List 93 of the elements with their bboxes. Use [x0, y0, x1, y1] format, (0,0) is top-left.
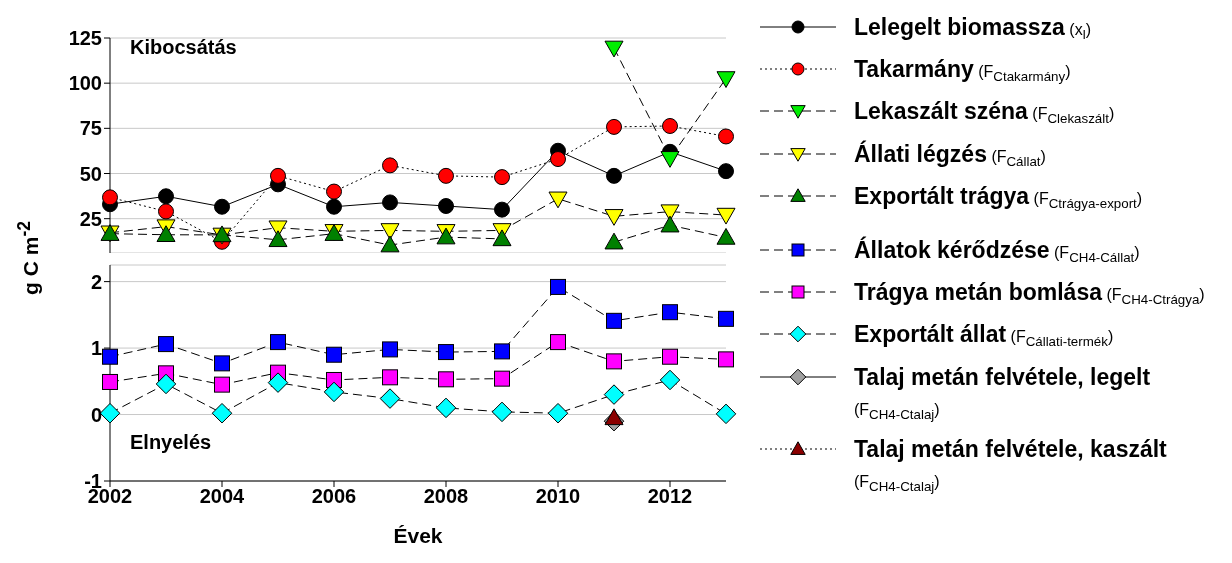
point	[380, 223, 400, 240]
point	[548, 191, 568, 209]
point	[604, 40, 624, 58]
x-axis-title: Évek	[393, 524, 443, 547]
y-tick-label: 75	[79, 117, 102, 140]
point	[270, 334, 286, 351]
point	[718, 128, 734, 145]
point	[604, 408, 624, 426]
y-tick-label: 50	[79, 162, 102, 185]
point	[156, 225, 176, 242]
y-tick-label: 125	[68, 27, 102, 50]
point	[492, 229, 512, 247]
annotation: Kibocsátás	[130, 36, 237, 58]
point	[435, 397, 457, 419]
point	[323, 381, 345, 403]
x-tick-label: 2006	[311, 485, 357, 508]
point	[436, 227, 456, 245]
y-tick-label: 0	[90, 403, 102, 426]
point	[102, 348, 118, 365]
x-tick-label: 2012	[647, 485, 693, 508]
x-tick-label: 2004	[199, 485, 246, 508]
point	[270, 167, 286, 184]
point	[438, 344, 454, 361]
point	[662, 348, 678, 365]
point	[606, 167, 622, 184]
point	[550, 334, 566, 351]
legend-label: Lelegelt biomassza (x$_{l}$)	[854, 14, 1091, 43]
point	[438, 167, 454, 184]
point	[214, 376, 230, 393]
point	[268, 230, 288, 248]
point	[494, 201, 510, 218]
point	[155, 373, 177, 395]
legend-label: Exportált trágya (F$_{Ctrágya-export}$)	[854, 182, 1143, 211]
point	[102, 373, 118, 390]
legend-label: Állatok kérődzése (F$_{CH4-Cállat}$)	[854, 237, 1140, 266]
point	[438, 371, 454, 388]
point	[604, 232, 624, 250]
point	[382, 369, 398, 386]
y-tick-label: 25	[79, 207, 102, 230]
point	[380, 235, 400, 253]
point	[382, 341, 398, 358]
point	[494, 343, 510, 360]
point	[326, 183, 342, 200]
point	[662, 117, 678, 134]
x-tick-label: 2010	[535, 485, 581, 508]
point	[158, 336, 174, 353]
point	[382, 194, 398, 211]
point	[662, 304, 678, 321]
point	[660, 151, 680, 168]
legend-label: Talaj metán felvétele, legelt (F$_{CH4-Ctalaj}$)	[854, 363, 1151, 422]
point	[718, 163, 734, 180]
point	[379, 388, 401, 409]
annotation: Elnyelés	[130, 431, 212, 453]
point	[718, 351, 734, 368]
point	[382, 157, 398, 174]
point	[550, 278, 566, 295]
point	[326, 198, 342, 215]
point	[606, 353, 622, 370]
point	[494, 370, 510, 387]
y-tick-label: 1	[90, 337, 102, 360]
point	[547, 402, 569, 424]
point	[603, 384, 625, 405]
legend-label: Lekaszált széna (F$_{Clekaszált}$)	[854, 98, 1115, 127]
point	[659, 369, 681, 391]
point	[214, 198, 230, 215]
point	[716, 207, 736, 225]
y-tick-label: 100	[68, 72, 102, 95]
legend-label: Takarmány (F$_{Ctakarmány}$)	[854, 56, 1071, 85]
point	[211, 402, 233, 424]
point	[102, 189, 118, 206]
point	[550, 151, 566, 168]
point	[716, 71, 736, 88]
point	[715, 403, 737, 425]
point	[716, 227, 736, 245]
y-tick-label: 2	[90, 270, 102, 293]
point	[214, 355, 230, 372]
point	[158, 203, 174, 220]
point	[494, 169, 510, 186]
point	[718, 310, 734, 327]
point	[491, 401, 513, 423]
legend-label: Talaj metán felvétele, kaszált (F$_{CH4-Ctalaj}$)	[854, 435, 1167, 494]
point	[606, 118, 622, 135]
point	[326, 346, 342, 363]
legend-label: Exportált állat (F$_{Cállati-termék}$)	[854, 321, 1114, 350]
legend-label: Trágya metán bomlása (F$_{CH4-Ctrágya}$)	[854, 279, 1205, 308]
point	[158, 188, 174, 205]
point	[438, 198, 454, 215]
point	[606, 312, 622, 329]
point	[604, 209, 624, 226]
point	[660, 215, 680, 233]
x-tick-label: 2008	[423, 485, 469, 508]
point	[267, 372, 289, 393]
legend-label: Állati légzés (F$_{Cállat}$)	[854, 140, 1046, 169]
